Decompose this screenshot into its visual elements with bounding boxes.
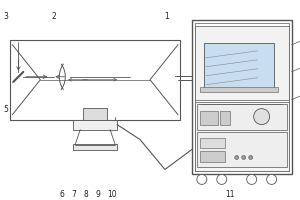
Circle shape [167, 73, 171, 78]
Bar [197, 132, 286, 167]
Bar [195, 26, 289, 100]
Text: 1: 1 [165, 12, 169, 21]
Bar [200, 111, 218, 125]
Text: 3: 3 [3, 12, 8, 21]
Bar [200, 151, 225, 162]
Bar [200, 138, 225, 148]
Text: 6: 6 [60, 190, 65, 199]
Bar [204, 43, 274, 88]
Text: 8: 8 [84, 190, 88, 199]
Bar [197, 104, 286, 130]
Circle shape [197, 174, 207, 184]
Bar [200, 87, 278, 92]
Bar [11, 40, 180, 120]
Circle shape [242, 155, 246, 159]
Text: 5: 5 [3, 105, 8, 114]
Bar [73, 144, 117, 150]
Circle shape [164, 71, 174, 81]
Circle shape [267, 174, 277, 184]
Text: 9: 9 [96, 190, 100, 199]
Circle shape [235, 155, 239, 159]
Circle shape [247, 174, 257, 184]
Circle shape [217, 174, 227, 184]
Circle shape [249, 155, 253, 159]
Bar [73, 120, 117, 130]
Bar [192, 20, 292, 174]
Text: 11: 11 [225, 190, 235, 199]
Text: 10: 10 [107, 190, 117, 199]
Bar [195, 23, 289, 171]
Text: 2: 2 [52, 12, 57, 21]
Bar [220, 111, 230, 125]
Text: 7: 7 [72, 190, 77, 199]
Circle shape [254, 109, 270, 125]
Bar [130, 66, 175, 88]
Bar [83, 108, 107, 120]
Bar [133, 72, 151, 84]
Bar [195, 102, 289, 171]
